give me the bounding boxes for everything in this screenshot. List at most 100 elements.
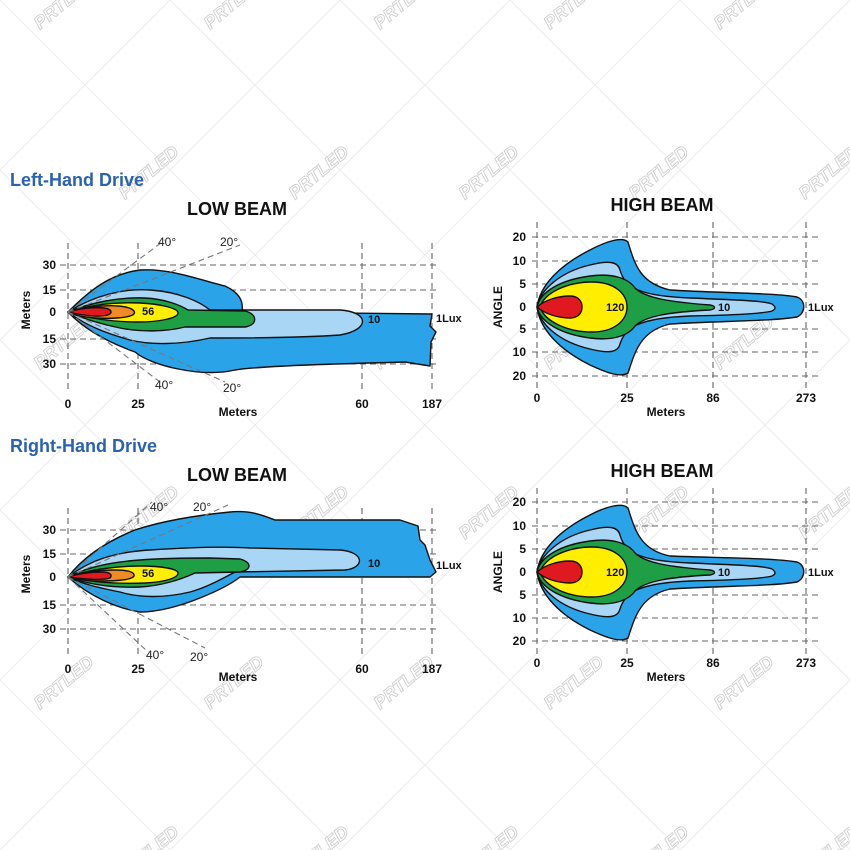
lhd-low-ytick: 30 (43, 357, 57, 371)
watermark-line (0, 0, 171, 171)
rhd-low-label-10: 10 (368, 558, 380, 570)
lhd-high-ytick: 10 (513, 254, 527, 268)
lhd-low-beam-title: LOW BEAM (187, 199, 287, 219)
lhd-low-ylabel: Meters (19, 290, 33, 329)
watermark-logo: PRTLED (370, 0, 438, 33)
watermark-logo: PRTLED (30, 652, 98, 713)
rhd-low-beam-angle-rays (67, 501, 229, 653)
lhd-high-beam-plot: HIGH BEAM 120 10 1Lux 20 10 5 0 5 1 (491, 195, 835, 419)
watermark-logo: PRTLED (710, 652, 778, 713)
lhd-high-xtick: 86 (706, 391, 720, 405)
rhd-low-xlabel: Meters (219, 670, 258, 684)
lhd-low-ytick: 15 (43, 283, 57, 297)
rhd-low-angle-top-40: 40° (150, 500, 168, 514)
lhd-high-ylabel: ANGLE (491, 286, 505, 328)
rhd-low-ytick: 0 (49, 570, 56, 584)
lhd-high-xtick: 273 (796, 391, 816, 405)
lhd-high-ytick: 0 (519, 300, 526, 314)
watermark-logo: PRTLED (795, 142, 850, 203)
watermark-logo: PRTLED (370, 652, 438, 713)
lhd-high-yellow (539, 281, 628, 333)
rhd-low-xtick: 0 (65, 662, 72, 676)
rhd-low-label-56: 56 (142, 568, 154, 580)
rhd-low-ytick: 30 (43, 622, 57, 636)
rhd-high-label-10: 10 (718, 567, 730, 579)
watermark-line (679, 0, 850, 171)
rhd-low-beam-title: LOW BEAM (187, 465, 287, 485)
rhd-low-angle-bottom-40: 40° (146, 648, 164, 662)
lhd-low-angle-bottom-20: 20° (223, 381, 241, 395)
rhd-high-ytick: 10 (513, 519, 527, 533)
rhd-low-label-1lux: 1Lux (436, 560, 463, 572)
watermark-line (169, 169, 850, 850)
lhd-low-xtick: 187 (422, 397, 442, 411)
lhd-low-beam-angle-rays (67, 239, 241, 383)
lhd-low-angle-top-40: 40° (158, 235, 176, 249)
watermark-logo: PRTLED (285, 822, 353, 850)
lhd-low-angle-top-20: 20° (220, 235, 238, 249)
lhd-high-label-1lux: 1Lux (808, 302, 835, 314)
rhd-high-ylabel: ANGLE (491, 551, 505, 593)
lhd-low-xtick: 60 (355, 397, 369, 411)
rhd-high-xtick: 0 (534, 656, 541, 670)
watermark-line (679, 679, 850, 850)
lhd-low-xtick: 25 (131, 397, 145, 411)
lhd-high-red (536, 295, 583, 319)
rhd-low-angle-bottom-20: 20° (190, 650, 208, 664)
watermark-logo: PRTLED (30, 0, 98, 33)
rhd-high-beam-plot: HIGH BEAM 120 10 1Lux 20 10 5 0 5 1 (491, 461, 835, 684)
rhd-high-xlabel: Meters (647, 670, 686, 684)
rhd-high-label-1lux: 1Lux (808, 567, 835, 579)
rhd-low-angle-top-20: 20° (193, 500, 211, 514)
rhd-low-beam-contours (67, 510, 437, 613)
watermark-line (0, 679, 171, 850)
rhd-high-red (536, 560, 583, 584)
watermark-line (509, 509, 850, 850)
rhd-high-xtick: 86 (706, 656, 720, 670)
lhd-high-label-120: 120 (606, 302, 624, 314)
rhd-high-ytick: 20 (513, 634, 527, 648)
section-title-right-hand-drive: Right-Hand Drive (10, 436, 157, 456)
lhd-high-xtick: 25 (620, 391, 634, 405)
rhd-low-ytick: 15 (43, 547, 57, 561)
lhd-low-ytick: 30 (43, 258, 57, 272)
lhd-high-ytick: 5 (519, 277, 526, 291)
rhd-high-beam-contours (536, 504, 805, 641)
rhd-low-xtick: 25 (131, 662, 145, 676)
rhd-low-ylabel: Meters (19, 554, 33, 593)
rhd-high-beam-title: HIGH BEAM (611, 461, 714, 481)
rhd-high-xtick: 25 (620, 656, 634, 670)
section-title-left-hand-drive: Left-Hand Drive (10, 170, 144, 190)
watermark-logo: PRTLED (710, 0, 778, 33)
watermark-logo: PRTLED (795, 482, 850, 543)
lhd-high-beam-title: HIGH BEAM (611, 195, 714, 215)
rhd-high-label-120: 120 (606, 567, 624, 579)
rhd-low-xtick: 187 (422, 662, 442, 676)
lhd-high-ytick: 20 (513, 369, 527, 383)
watermark-line (0, 169, 681, 850)
watermark-logo: PRTLED (540, 652, 608, 713)
lhd-high-ytick: 5 (519, 322, 526, 336)
rhd-low-ytick: 15 (43, 598, 57, 612)
watermark-line (0, 509, 341, 850)
rhd-low-xtick: 60 (355, 662, 369, 676)
watermark-logo: PRTLED (455, 822, 523, 850)
lhd-high-xtick: 0 (534, 391, 541, 405)
rhd-high-yellow (539, 546, 628, 598)
watermark-logo: PRTLED (625, 822, 693, 850)
lhd-high-beam-contours (536, 238, 805, 376)
watermark-line (509, 0, 850, 341)
watermark-line (339, 339, 850, 850)
lhd-low-label-1lux: 1Lux (436, 313, 463, 325)
rhd-high-ytick: 5 (519, 588, 526, 602)
watermark-line (169, 0, 850, 681)
lhd-low-label-10: 10 (368, 314, 380, 326)
rhd-high-xtick: 273 (796, 656, 816, 670)
lhd-high-ytick: 10 (513, 345, 527, 359)
lhd-low-beam-contours (67, 269, 437, 374)
lhd-low-ytick: 0 (49, 305, 56, 319)
watermark-line (0, 0, 681, 681)
watermark-logo: PRTLED (795, 822, 850, 850)
